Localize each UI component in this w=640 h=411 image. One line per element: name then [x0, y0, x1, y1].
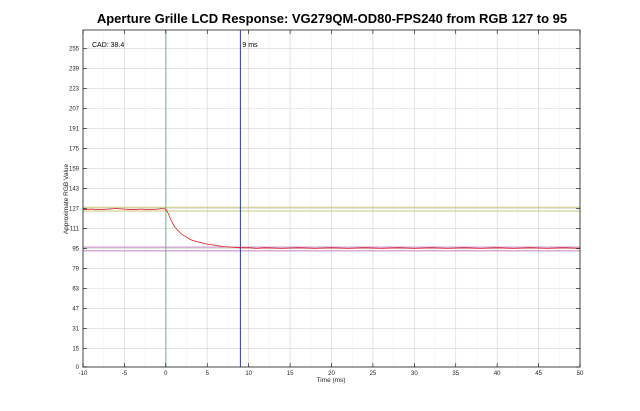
x-tick-label: 20	[328, 371, 335, 377]
x-tick-label: 40	[494, 371, 501, 377]
x-tick-label: 45	[535, 371, 542, 377]
cad-annotation: CAD: 38.4	[92, 42, 124, 49]
y-tick-label: 239	[69, 67, 80, 73]
plot-area: -10 -5 0 5 10 15 20 25 30 35 40 45 50 0 15 31 47 63 79 95 1…	[69, 29, 584, 377]
y-tick-label: 31	[72, 326, 79, 332]
y-tick-label: 0	[76, 365, 80, 371]
x-tick-label: 10	[245, 371, 252, 377]
y-tick-label: 191	[69, 127, 80, 133]
x-axis-label: Time (ms)	[316, 377, 345, 384]
y-tick-label: 255	[69, 47, 80, 53]
y-axis-label: Approximate RGB Value	[63, 163, 70, 234]
y-tick-label: 143	[69, 187, 80, 193]
plot-frame	[82, 29, 581, 368]
y-axis-ticks: 0 15 31 47 63 79 95 111 127 143 159 175 191 207 223 239…	[69, 47, 580, 371]
response-series-line	[82, 208, 581, 249]
y-tick-label: 15	[72, 346, 79, 352]
x-tick-label: 0	[164, 371, 168, 377]
series-layer	[82, 208, 581, 249]
x-axis-ticks: -10 -5 0 5 10 15 20 25 30 35 40 45 50	[79, 30, 584, 377]
y-tick-label: 127	[69, 206, 80, 212]
y-tick-label: 207	[69, 107, 80, 113]
x-tick-label: 15	[287, 371, 294, 377]
x-tick-label: 5	[206, 371, 210, 377]
y-tick-label: 47	[72, 306, 79, 312]
y-tick-label: 63	[72, 286, 79, 292]
x-tick-label: 25	[370, 371, 377, 377]
chart-title: Aperture Grille LCD Response: VG279QM-OD…	[97, 11, 567, 26]
x-tick-label: 30	[411, 371, 418, 377]
x-tick-label: 50	[577, 371, 584, 377]
y-tick-label: 175	[69, 147, 80, 153]
y-tick-label: 159	[69, 167, 80, 173]
x-tick-label: 35	[452, 371, 459, 377]
x-tick-label: -10	[79, 371, 88, 377]
x-tick-label: -5	[122, 371, 128, 377]
y-tick-label: 95	[72, 246, 79, 252]
marker-annotation: 9 ms	[242, 42, 258, 49]
reference-lines	[83, 30, 580, 367]
y-tick-label: 111	[70, 226, 80, 232]
y-tick-label: 223	[69, 87, 80, 93]
y-tick-label: 79	[72, 266, 79, 272]
